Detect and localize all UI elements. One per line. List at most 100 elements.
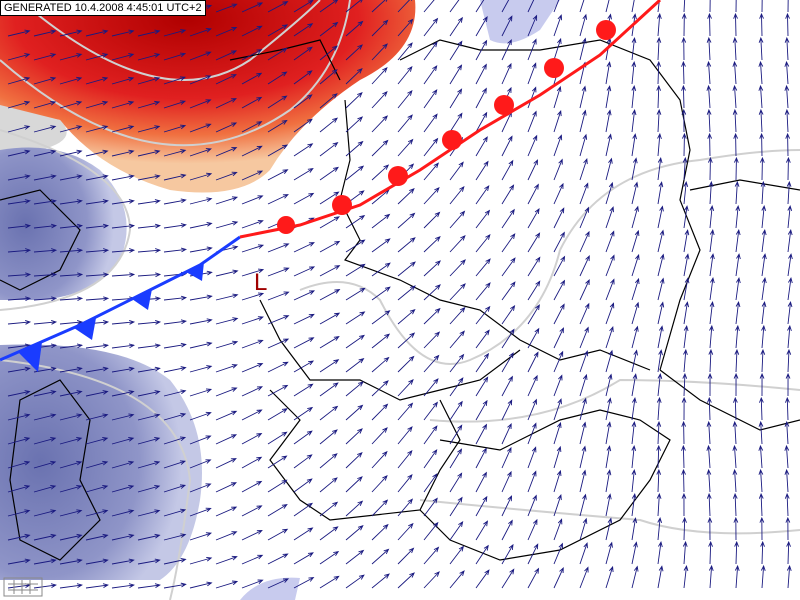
wind-arrow [59, 199, 83, 205]
wind-arrow [85, 460, 109, 469]
wind-arrow [527, 159, 538, 181]
wind-arrow [33, 149, 57, 157]
wind-arrow [708, 540, 713, 565]
wind-arrow [527, 134, 538, 157]
wind-arrow [267, 71, 288, 85]
wind-arrow [137, 174, 161, 181]
wind-arrow [345, 67, 363, 85]
wind-arrow [423, 449, 438, 469]
wind-arrow [423, 0, 438, 13]
wind-arrow [111, 199, 135, 205]
wind-arrow [605, 230, 615, 253]
wind-arrow [33, 484, 57, 493]
wind-arrow [784, 84, 790, 109]
wind-arrow [759, 396, 764, 421]
wind-arrow [397, 188, 415, 205]
wind-arrow [579, 350, 589, 373]
cold-area [0, 147, 127, 300]
wind-arrow [656, 108, 662, 133]
wind-arrow [397, 572, 415, 589]
wind-arrow [475, 305, 491, 325]
wind-arrow [706, 420, 712, 445]
wind-arrow [657, 372, 663, 397]
wind-arrow [605, 373, 613, 397]
wind-arrow [85, 509, 109, 517]
wind-arrow [733, 372, 739, 397]
wind-arrow [33, 296, 58, 302]
wind-arrow [319, 21, 339, 37]
wind-arrow [605, 469, 612, 493]
wind-arrow [293, 577, 315, 589]
wind-arrow [682, 372, 688, 397]
wind-arrow [345, 404, 364, 421]
wind-arrow [85, 413, 109, 421]
wind-arrow [345, 92, 363, 109]
wind-arrow [631, 205, 639, 229]
wind-arrow [371, 19, 389, 37]
wind-arrow [137, 29, 161, 37]
wind-arrow [59, 296, 84, 302]
wind-arrow [345, 500, 364, 517]
wind-arrow [553, 518, 563, 541]
wind-arrow [241, 121, 263, 133]
wind-arrow [7, 199, 31, 205]
wind-arrow [475, 495, 488, 517]
wind-arrow [786, 564, 792, 589]
wind-arrow [241, 316, 264, 325]
wind-arrow [475, 282, 491, 301]
wind-arrow [475, 63, 487, 85]
wind-arrow [345, 311, 366, 325]
wind-arrow [345, 451, 363, 469]
wind-arrow [111, 272, 136, 278]
wind-arrow [501, 208, 515, 229]
wind-arrow [241, 409, 263, 421]
wind-arrow [707, 132, 713, 157]
wind-arrow [59, 343, 83, 349]
wind-arrow [85, 272, 110, 278]
wind-arrow [215, 340, 239, 349]
wind-arrow [111, 583, 135, 589]
wind-arrow [345, 116, 364, 133]
wind-arrow [267, 267, 290, 277]
wind-arrow [163, 149, 187, 157]
wind-arrow [371, 403, 389, 421]
wind-arrow [111, 366, 135, 373]
wind-arrow [215, 171, 238, 181]
wind-arrow [553, 494, 562, 517]
wind-arrow [631, 277, 640, 301]
wind-arrow [215, 269, 239, 277]
wind-arrow [111, 223, 136, 229]
wind-arrow [189, 294, 213, 301]
wind-arrow [501, 0, 510, 13]
wind-arrow [681, 108, 687, 133]
wind-arrow [267, 431, 288, 445]
wind-arrow [293, 242, 315, 253]
wind-arrow [85, 223, 110, 229]
wind-arrow [111, 437, 135, 445]
wind-arrow [631, 541, 638, 565]
wind-arrow [527, 38, 537, 61]
wind-arrow [681, 444, 686, 469]
wind-arrow [241, 432, 263, 445]
wind-arrow [579, 206, 589, 229]
wind-arrow [267, 504, 288, 517]
wind-arrow [241, 2, 264, 13]
wind-arrow [111, 125, 135, 133]
wind-arrow [734, 540, 739, 565]
wind-arrow [501, 375, 513, 397]
wind-arrow [267, 455, 288, 469]
wind-arrow [137, 76, 161, 85]
wind-arrow [706, 492, 712, 517]
wind-arrow [683, 564, 689, 589]
wind-arrow [33, 76, 57, 85]
wind-arrow [371, 475, 388, 493]
wind-arrow [631, 60, 637, 85]
wind-arrow [293, 143, 314, 157]
wind-arrow [683, 229, 690, 253]
wind-arrow [345, 165, 365, 181]
wind-arrow [449, 496, 463, 517]
wind-arrow [553, 37, 562, 61]
wind-arrow [579, 182, 589, 205]
wind-arrow [449, 570, 465, 589]
wind-arrow [59, 248, 84, 253]
